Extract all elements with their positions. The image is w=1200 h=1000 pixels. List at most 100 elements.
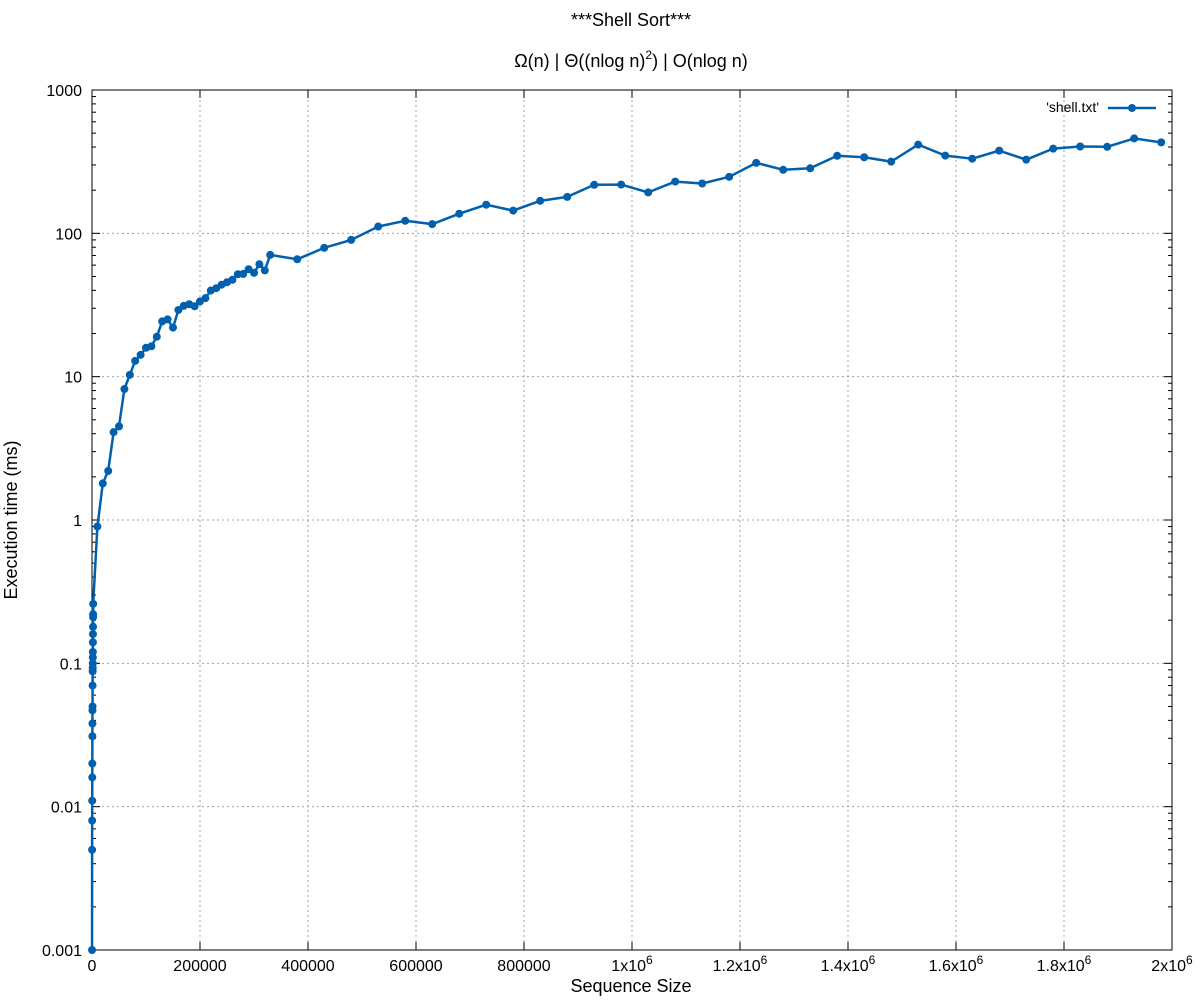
x-tick-label: 1.4x106 [821,953,876,975]
data-point [88,630,97,639]
data-point [147,342,156,351]
data-point [88,647,97,656]
subtitle-sep-1: | [550,51,565,71]
x-tick-label-exponent: 6 [869,953,876,967]
data-point [88,773,97,782]
y-tick-label: 10 [64,370,82,387]
x-tick-label-base: 2x10 [1151,958,1186,975]
x-tick-label-exponent: 6 [1186,953,1193,967]
y-tick-label: 0.001 [42,943,82,960]
data-point [250,268,258,277]
data-point [88,816,97,825]
x-tick-label: 1.8x106 [1037,953,1092,975]
data-point [88,702,97,711]
data-point [98,479,107,488]
x-tick-label: 400000 [281,958,334,975]
data-point [88,845,97,854]
x-tick-label: 1x106 [611,953,653,975]
plot-frame [91,89,1173,951]
legend: 'shell.txt' [1046,99,1156,115]
data-point [1103,142,1112,151]
data-point [89,622,98,631]
data-point [260,266,269,275]
data-point [617,180,626,189]
x-tick-label: 1.2x106 [713,953,768,975]
y-tick-label: 0.01 [51,800,82,817]
data-point [509,206,518,215]
data-point [860,153,869,162]
data-point [455,209,464,218]
x-tick-label-base: 1.2x10 [713,958,761,975]
x-tick-label: 200000 [173,958,226,975]
data-point [725,172,734,181]
data-point [125,370,134,379]
data-point [163,315,172,324]
subtitle-bigo: O(nlog n) [673,51,748,71]
data-point [374,222,383,231]
data-point [201,294,210,303]
data-point [536,196,545,205]
y-tick-label: 100 [55,226,82,243]
chart-title: ***Shell Sort*** [571,10,691,30]
data-point [1130,134,1139,143]
data-point [136,350,145,359]
x-axis-label: Sequence Size [570,976,691,996]
data-point [698,179,707,188]
y-tick-label: 1000 [46,83,82,100]
data-point [428,220,437,229]
data-point [88,638,97,647]
y-tick-label: 1 [73,513,82,530]
data-point [833,151,842,160]
grid [92,90,1172,950]
x-tick-label-base: 1.4x10 [821,958,869,975]
data-point [169,323,177,332]
data-point [89,599,98,608]
x-tick-label-base: 1.6x10 [929,958,977,975]
data-point [347,235,356,244]
data-point [88,796,97,805]
data-point [995,146,1004,155]
y-axis-label: Execution time (ms) [1,440,21,599]
x-tick-label-exponent: 6 [761,953,768,967]
x-tick-label-exponent: 6 [1085,953,1092,967]
subtitle-sep-2: | [658,51,673,71]
subtitle-omega: Ω(n) [514,51,549,71]
data-point [401,216,410,225]
data-point [941,151,950,160]
data-point [174,305,183,314]
subtitle-theta: Θ((nlog n) [564,51,645,71]
x-tick-label: 0 [88,958,97,975]
chart-subtitle: Ω(n) | Θ((nlog n)2) | O(nlog n) [514,48,748,71]
data-point [914,140,923,149]
data-point [293,255,302,264]
y-tick-label: 0.1 [60,656,82,673]
data-point [88,659,97,668]
legend-marker [1128,104,1136,112]
data-point [1049,144,1058,153]
legend-label: 'shell.txt' [1046,99,1099,115]
x-tick-label-exponent: 6 [977,953,984,967]
data-point [255,260,264,269]
data-point [239,269,248,278]
data-point [88,759,97,768]
data-point [190,302,199,311]
data-point [806,164,815,173]
data-point [88,719,97,728]
data-point [88,946,97,954]
data-point [968,154,977,163]
data-point [109,428,118,437]
data-point [1076,142,1085,151]
x-tick-label: 1.6x106 [929,953,984,975]
x-tick-label: 800000 [497,958,550,975]
data-point [590,180,599,189]
data-point [563,192,572,201]
x-tick-label-base: 1x10 [611,958,646,975]
axes: 0 200000 400000 600000 800000 1x106 1.2x106 1.4… [42,83,1193,975]
data-point [752,158,761,167]
data-point [320,243,329,252]
data-point [228,275,237,284]
data-point [104,466,113,475]
data-point [266,250,275,259]
